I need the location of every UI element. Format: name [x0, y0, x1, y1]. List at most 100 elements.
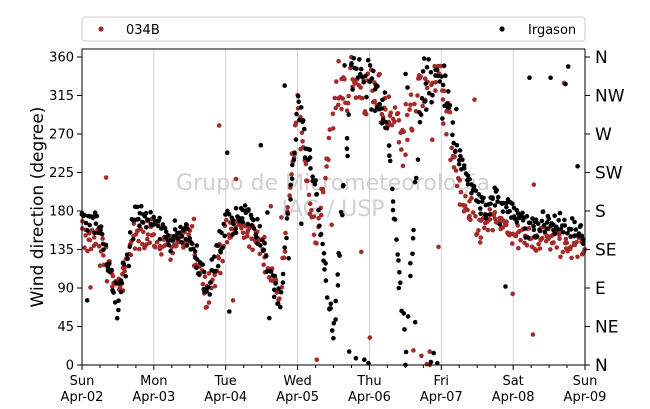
data-point: [179, 240, 185, 245]
data-point: [317, 223, 322, 229]
data-point: [563, 236, 569, 242]
data-point: [463, 193, 468, 199]
data-point: [111, 290, 116, 295]
data-point: [206, 271, 212, 276]
data-point: [323, 278, 329, 283]
compass-label: E: [595, 279, 606, 299]
data-point: [453, 148, 458, 154]
data-point: [478, 206, 483, 211]
data-point: [299, 221, 304, 226]
data-point: [286, 255, 291, 261]
data-point: [531, 182, 537, 187]
data-point: [481, 195, 486, 201]
data-point: [568, 244, 574, 250]
data-point: [307, 155, 313, 160]
data-point: [539, 235, 545, 241]
data-point: [177, 230, 182, 236]
data-point: [342, 77, 347, 82]
data-point: [179, 233, 185, 239]
data-point: [563, 81, 568, 87]
data-point: [341, 182, 346, 188]
data-point: [528, 220, 533, 226]
data-point: [316, 216, 321, 221]
data-point: [121, 261, 127, 267]
data-point: [258, 243, 263, 248]
data-point: [409, 128, 415, 133]
watermark: Grupo de Micrometeorologia IAG / USP: [176, 171, 490, 222]
data-point: [239, 223, 244, 229]
data-point: [349, 61, 354, 66]
data-point: [183, 236, 188, 242]
data-point: [289, 176, 295, 182]
data-point: [250, 247, 255, 253]
data-point: [524, 243, 530, 248]
data-point: [351, 56, 357, 61]
data-points: [79, 54, 587, 368]
data-point: [231, 221, 236, 226]
data-point: [386, 94, 392, 99]
data-point: [328, 301, 334, 307]
x-tick-day: Thu: [356, 374, 381, 389]
data-point: [318, 212, 324, 218]
data-point: [110, 284, 115, 290]
data-point: [91, 235, 97, 240]
data-point: [242, 203, 248, 208]
data-point: [446, 89, 451, 94]
data-point: [429, 100, 434, 105]
data-point: [575, 164, 580, 169]
data-point: [215, 243, 221, 248]
data-point: [557, 236, 562, 242]
data-point: [467, 213, 472, 219]
data-point: [330, 126, 336, 131]
data-point: [137, 223, 142, 228]
data-point: [402, 327, 407, 332]
data-point: [379, 121, 385, 126]
data-point: [93, 221, 99, 226]
data-point: [424, 107, 429, 112]
data-point: [573, 227, 579, 232]
legend-marker-034b: [98, 26, 104, 32]
data-point: [268, 269, 274, 274]
data-point: [401, 311, 407, 316]
data-point: [124, 252, 130, 258]
compass-label: NE: [595, 318, 618, 338]
data-point: [426, 57, 431, 62]
data-point: [546, 216, 552, 222]
data-point: [320, 189, 326, 195]
legend-label-034b: 034B: [126, 23, 160, 38]
data-point: [435, 73, 441, 79]
data-point: [197, 272, 202, 278]
data-point: [204, 289, 209, 294]
data-point: [430, 92, 435, 98]
data-point: [578, 223, 584, 228]
data-point: [298, 105, 304, 110]
data-point: [359, 249, 364, 255]
data-point: [189, 224, 195, 229]
data-point: [363, 111, 369, 117]
data-point: [531, 227, 537, 233]
data-point: [449, 145, 455, 151]
data-point: [500, 209, 506, 214]
data-point: [258, 142, 264, 148]
data-point: [387, 158, 393, 164]
data-point: [299, 130, 305, 135]
y-tick-label: 90: [57, 282, 74, 297]
data-point: [183, 222, 189, 227]
data-point: [240, 230, 246, 236]
data-point: [151, 214, 156, 220]
data-point: [218, 249, 223, 255]
data-point: [548, 75, 553, 81]
data-point: [392, 217, 398, 222]
data-point: [401, 129, 407, 135]
data-point: [290, 162, 295, 168]
data-point: [405, 137, 410, 143]
data-point: [312, 182, 318, 187]
data-point: [400, 163, 406, 169]
data-point: [377, 101, 383, 107]
data-point: [413, 175, 419, 181]
data-point: [408, 273, 413, 279]
data-point: [367, 335, 373, 340]
data-point: [467, 177, 472, 182]
data-point: [245, 233, 250, 239]
